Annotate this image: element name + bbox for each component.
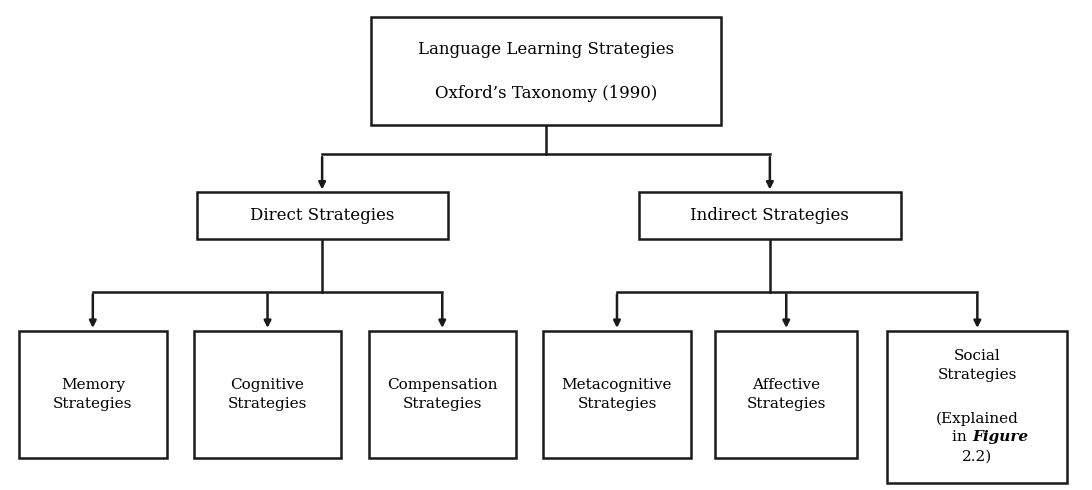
Bar <box>369 331 517 458</box>
Text: Direct Strategies: Direct Strategies <box>250 207 394 224</box>
Text: Figure: Figure <box>972 430 1028 444</box>
Bar <box>194 331 341 458</box>
Bar <box>887 331 1068 483</box>
Text: Oxford’s Taxonomy (1990): Oxford’s Taxonomy (1990) <box>435 85 657 101</box>
Text: in: in <box>952 430 972 444</box>
Text: Social
Strategies: Social Strategies <box>938 349 1017 382</box>
Text: Affective
Strategies: Affective Strategies <box>747 378 826 411</box>
Bar <box>197 192 448 239</box>
Bar <box>544 331 691 458</box>
Bar <box>371 17 721 125</box>
Text: Indirect Strategies: Indirect Strategies <box>690 207 850 224</box>
Bar <box>639 192 901 239</box>
Text: (Explained: (Explained <box>936 412 1019 426</box>
Text: 2.2): 2.2) <box>962 450 993 464</box>
Bar <box>715 331 857 458</box>
Text: Memory
Strategies: Memory Strategies <box>54 378 132 411</box>
Text: Language Learning Strategies: Language Learning Strategies <box>418 41 674 57</box>
Text: Compensation
Strategies: Compensation Strategies <box>387 378 498 411</box>
Text: Cognitive
Strategies: Cognitive Strategies <box>228 378 307 411</box>
Text: Metacognitive
Strategies: Metacognitive Strategies <box>561 378 673 411</box>
Bar <box>20 331 167 458</box>
